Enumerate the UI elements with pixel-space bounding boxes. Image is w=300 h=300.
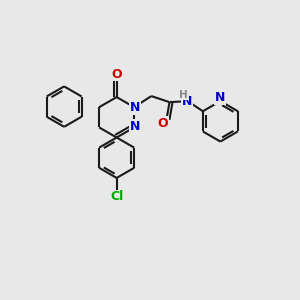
Text: N: N [215, 91, 226, 104]
Text: N: N [130, 101, 140, 114]
Text: O: O [157, 117, 168, 130]
Text: H: H [179, 90, 188, 100]
Text: N: N [182, 94, 192, 108]
Text: N: N [130, 120, 140, 133]
Text: O: O [111, 68, 122, 80]
Text: Cl: Cl [110, 190, 123, 203]
